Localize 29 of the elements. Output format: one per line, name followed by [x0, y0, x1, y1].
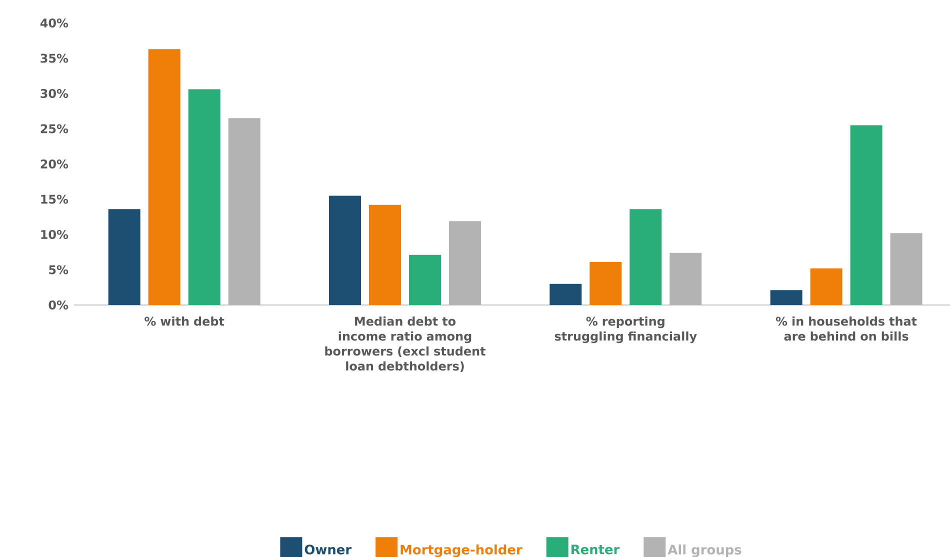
y-tick-label: 35%: [40, 54, 68, 63]
y-tick-label: 5%: [49, 265, 68, 274]
y-tick-label: 25%: [40, 124, 68, 134]
bar: [148, 49, 180, 305]
x-tick-label: Median debt to income ratio among borrowers (excl student loan debtholders): [325, 316, 486, 372]
legend-label: Renter: [572, 544, 620, 554]
bar: [630, 209, 662, 305]
legend-label: Owner: [304, 544, 352, 554]
legend-label: All groups: [668, 544, 742, 557]
y-tick-label: 40%: [40, 18, 68, 28]
bar: [368, 204, 401, 305]
y-tick-label: 10%: [41, 230, 68, 240]
x-tick-label: % in households that are behind on bills: [776, 316, 917, 341]
bar: [550, 284, 582, 305]
x-tick-label: % with debt: [144, 316, 224, 326]
y-tick-label: 0%: [48, 300, 68, 310]
bar: [810, 268, 842, 305]
x-tick-label: % reporting struggling financially: [554, 316, 697, 344]
bar: [188, 89, 220, 305]
bar: [108, 209, 140, 305]
bar: [408, 254, 441, 305]
bar: [770, 290, 802, 305]
legend-label: Mortgage-holder: [400, 544, 522, 557]
bar: [590, 262, 622, 305]
bar: [328, 196, 361, 305]
y-tick-label: 15%: [41, 194, 68, 204]
bar: [850, 125, 882, 305]
y-tick-label: 30%: [40, 88, 68, 98]
y-tick-label: 20%: [40, 159, 68, 169]
